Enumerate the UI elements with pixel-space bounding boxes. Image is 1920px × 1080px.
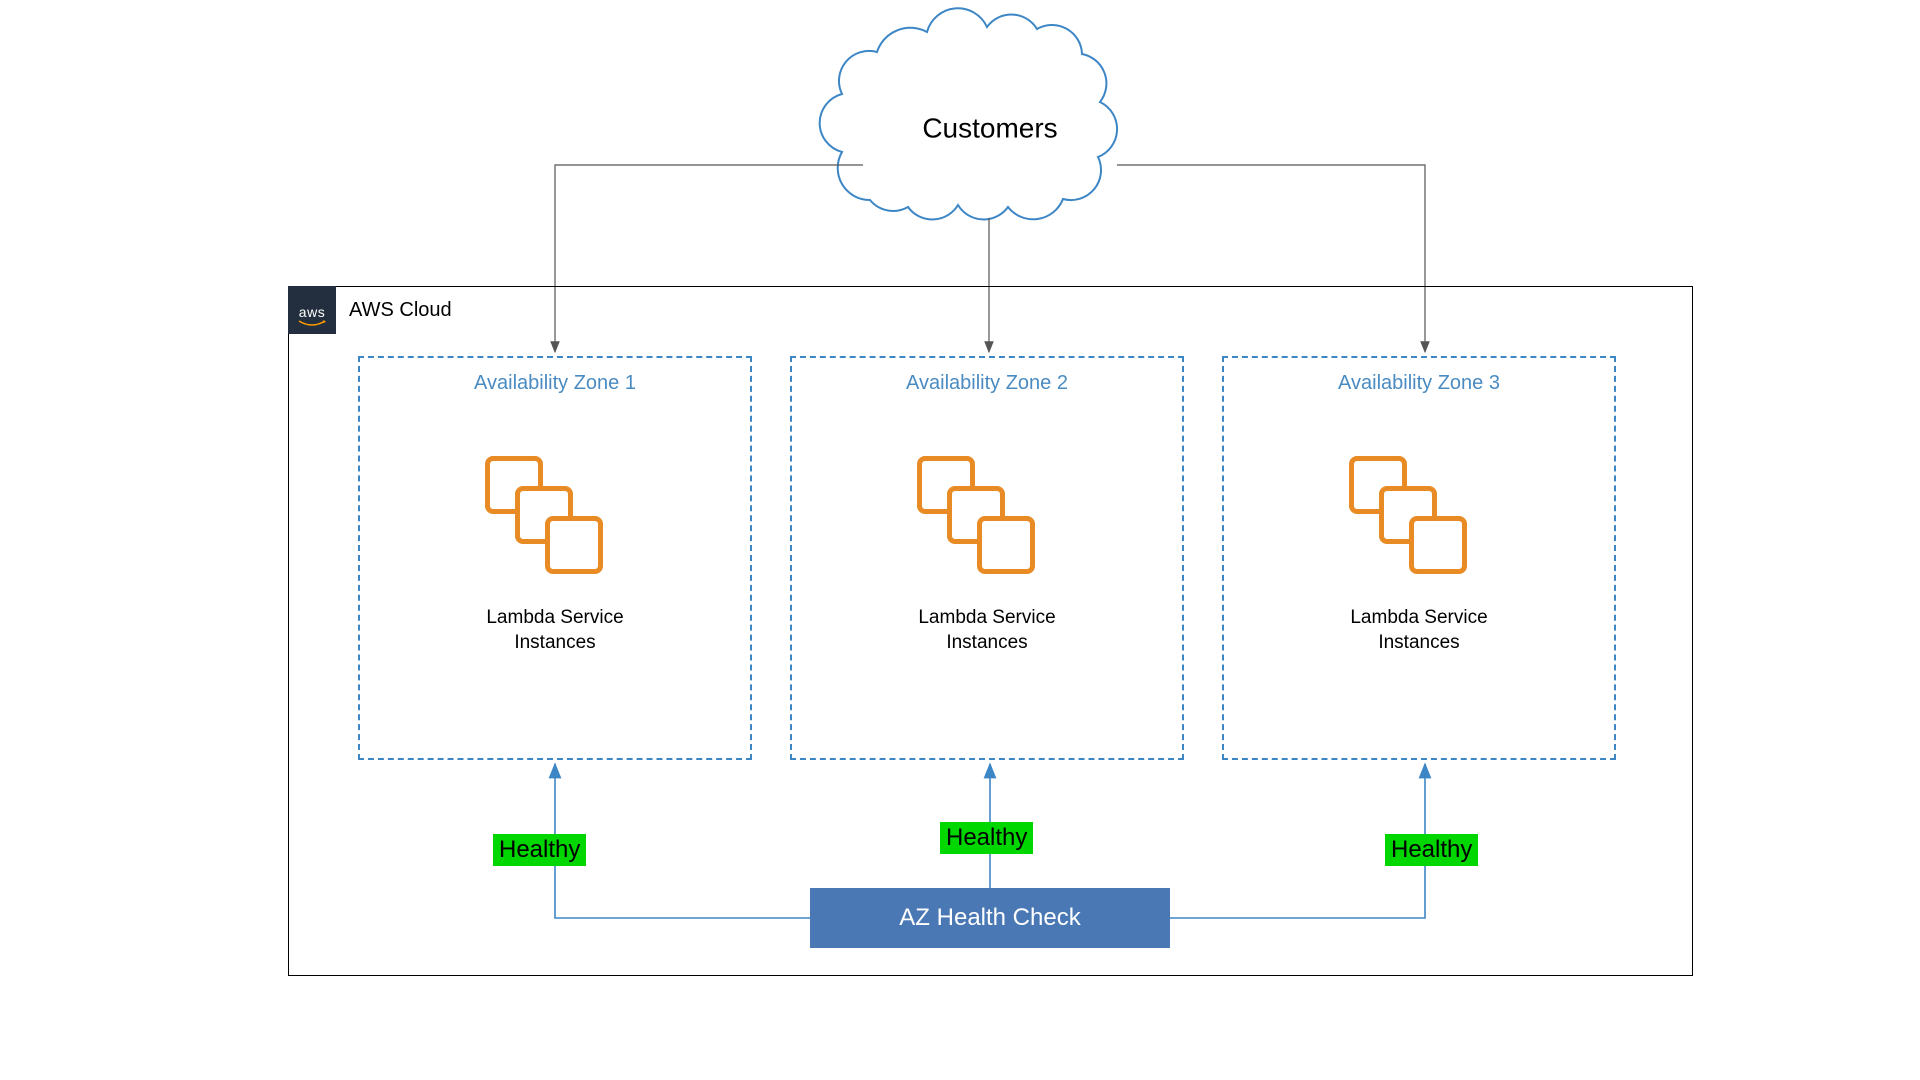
az-title: Availability Zone 3 bbox=[1338, 372, 1500, 395]
aws-logo-badge: aws bbox=[288, 286, 336, 334]
lambda-instances-label: Lambda ServiceInstances bbox=[1350, 606, 1487, 655]
az-title: Availability Zone 2 bbox=[906, 372, 1068, 395]
az-health-check-box: AZ Health Check bbox=[810, 888, 1170, 948]
lambda-instances-icon bbox=[485, 456, 625, 596]
lambda-instances-icon bbox=[917, 456, 1057, 596]
aws-logo-text: aws bbox=[299, 304, 325, 320]
az-health-check-label: AZ Health Check bbox=[899, 904, 1080, 932]
health-status-badge: Healthy bbox=[493, 834, 586, 866]
availability-zone-1: Availability Zone 1 Lambda ServiceInstanc… bbox=[358, 356, 752, 760]
health-status-badge: Healthy bbox=[940, 822, 1033, 854]
customers-label: Customers bbox=[922, 112, 1057, 144]
lambda-instances-icon bbox=[1349, 456, 1489, 596]
az-title: Availability Zone 1 bbox=[474, 372, 636, 395]
customers-cloud: Customers bbox=[830, 40, 1150, 220]
aws-smile-icon bbox=[298, 320, 326, 328]
lambda-instances-label: Lambda ServiceInstances bbox=[918, 606, 1055, 655]
lambda-instances-label: Lambda ServiceInstances bbox=[486, 606, 623, 655]
aws-cloud-title: AWS Cloud bbox=[349, 299, 452, 322]
health-status-badge: Healthy bbox=[1385, 834, 1478, 866]
diagram-canvas: Customers aws AWS Cloud AZ Health Check … bbox=[0, 0, 1920, 1080]
availability-zone-3: Availability Zone 3 Lambda ServiceInstanc… bbox=[1222, 356, 1616, 760]
availability-zone-2: Availability Zone 2 Lambda ServiceInstanc… bbox=[790, 356, 1184, 760]
